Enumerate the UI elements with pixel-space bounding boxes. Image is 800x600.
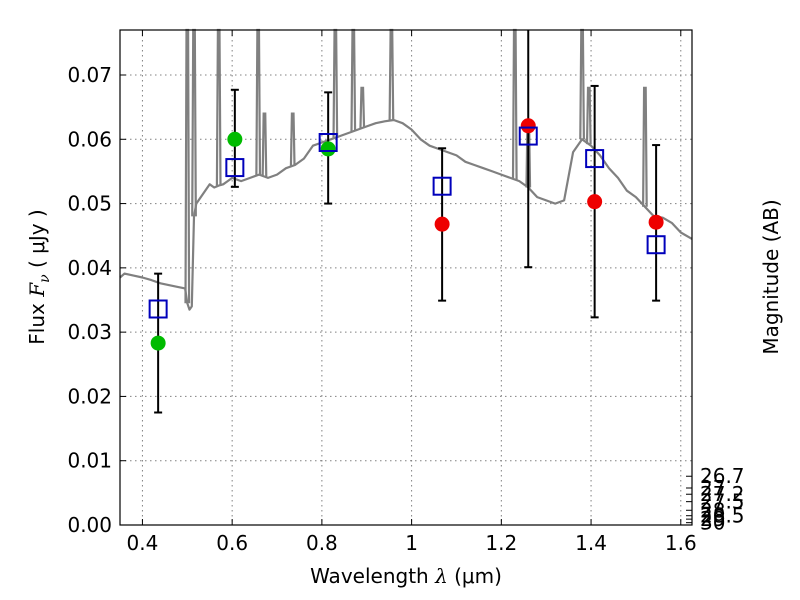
y-axis-label-symbol: F [25, 282, 49, 298]
x-tick-label: 1 [405, 531, 418, 555]
red-data-point [648, 214, 664, 230]
green-data-point [150, 335, 166, 351]
model-square-point [318, 133, 338, 152]
plot-frame [119, 29, 693, 526]
x-tick-label: 1.2 [485, 531, 517, 555]
emission-spike [359, 86, 366, 129]
emission-spike [642, 86, 648, 207]
red-data-point [520, 118, 536, 134]
y-axis-label: Flux Fν ( μJy ) [25, 209, 53, 344]
y-tick-label: 0.06 [67, 127, 112, 151]
emission-spike [585, 86, 592, 145]
y-axis-ticks: 0.00 0.01 0.02 0.03 0.04 0.05 0.06 0.07 [67, 63, 126, 537]
x-axis-label-symbol: λ [434, 564, 448, 588]
emission-spike [289, 112, 296, 166]
y-axis-label-prefix: Flux [25, 297, 49, 345]
y-tick-label: 0.01 [67, 449, 112, 473]
y-axis-label-unit: ( μJy ) [25, 209, 49, 274]
model-square-point [646, 235, 666, 255]
x-tick-label: 1.4 [575, 531, 607, 555]
y-tick-label: 0.05 [67, 192, 112, 216]
model-square-point [432, 176, 452, 196]
y2-tick-label: 28.5 [700, 504, 745, 528]
emission-spike [261, 112, 268, 177]
y2-tick-label: 27.5 [700, 490, 745, 514]
y2-tick-label: 27.2 [700, 482, 745, 506]
y-axis-label-subscript: ν [37, 274, 53, 283]
y-tick-label: 0.00 [67, 513, 112, 537]
y2-tick-label: 26.7 [700, 464, 745, 488]
y-tick-label: 0.04 [67, 256, 112, 280]
x-tick-label: 0.8 [306, 531, 338, 555]
spectrum-line [119, 118, 693, 311]
y2-tick-label: 27 [700, 476, 725, 500]
x-axis-ticks: 0.4 0.6 0.8 1 1.2 1.4 1.6 [127, 30, 697, 555]
x-tick-label: 1.6 [665, 531, 697, 555]
y-tick-label: 0.03 [67, 320, 112, 344]
x-axis-label: Wavelength λ (μm) [310, 564, 502, 588]
x-tick-label: 0.4 [127, 531, 159, 555]
y2-tick-label: 28 [700, 498, 725, 522]
y-tick-label: 0.02 [67, 384, 112, 408]
y2-tick-label: 30 [700, 511, 725, 535]
green-data-point [320, 141, 336, 157]
green-data-point [227, 131, 243, 147]
model-square-point [585, 149, 605, 169]
x-tick-label: 0.6 [216, 531, 248, 555]
x-axis-label-unit: (μm) [448, 564, 502, 588]
model-square-point [518, 126, 538, 146]
model-square-point [225, 158, 245, 178]
y2-axis-label: Magnitude (AB) [759, 199, 783, 354]
y-tick-label: 0.07 [67, 63, 112, 87]
marker-layer [148, 118, 666, 351]
x-axis-label-prefix: Wavelength [310, 564, 435, 588]
red-data-point [434, 216, 450, 232]
y2-tick-label: 29 [700, 507, 725, 531]
model-square-point [148, 299, 168, 319]
red-data-point [587, 194, 603, 210]
